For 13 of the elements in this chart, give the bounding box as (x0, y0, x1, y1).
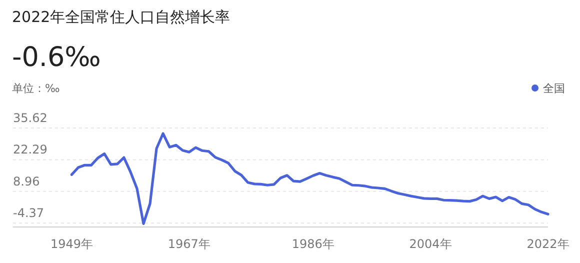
y-axis-title: 单位：‰ (12, 82, 60, 95)
legend-label: 全国 (543, 82, 565, 95)
x-tick-label: 2004年 (409, 237, 452, 251)
x-tick-label: 1967年 (168, 237, 210, 251)
x-tick-label: 1949年 (50, 237, 93, 251)
y-tick-label: 8.96 (13, 174, 40, 188)
y-tick-label: -4.37 (13, 206, 44, 220)
chart-subtitle: -0.6‰ (12, 42, 101, 73)
y-tick-label: 22.29 (13, 142, 48, 157)
x-tick-label: 1986年 (292, 237, 334, 251)
chart-title: 2022年全国常住人口自然增长率 (12, 8, 230, 26)
y-tick-label: 35.62 (13, 111, 48, 125)
x-tick-label: 2022年 (526, 237, 570, 251)
